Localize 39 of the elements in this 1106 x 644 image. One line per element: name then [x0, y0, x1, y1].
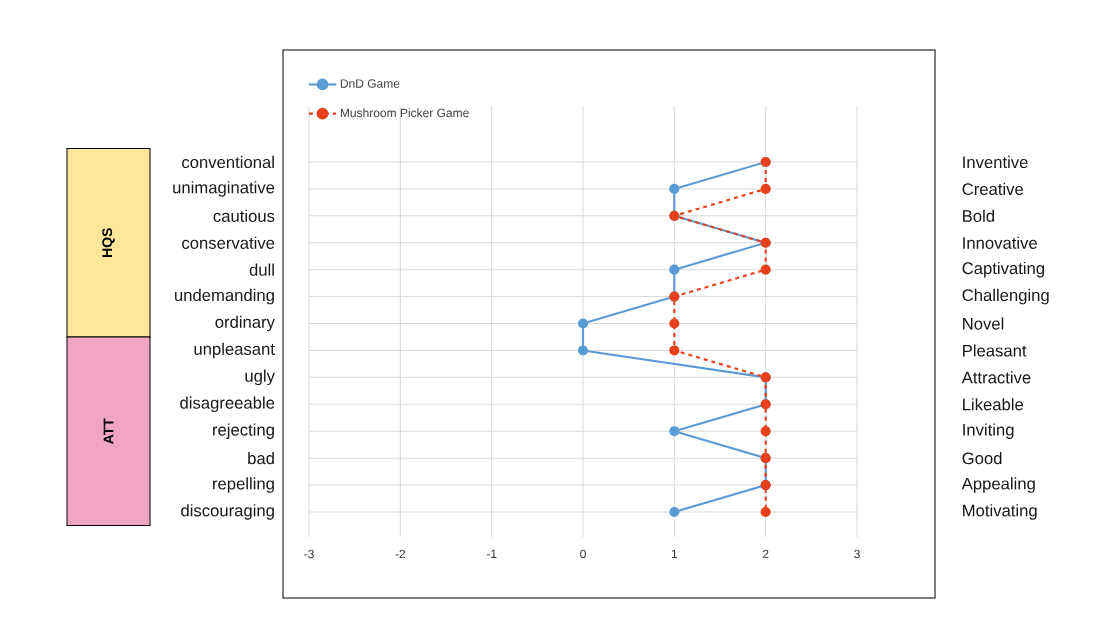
y-tick-label: conventional	[182, 155, 274, 169]
y2-tick-label: Appealing	[961, 477, 1035, 493]
y2-tick-label: Attractive	[961, 371, 1031, 384]
y2-tick-label: Captivating	[962, 261, 1045, 278]
text: ATT	[103, 418, 114, 444]
y-tick-label: rejecting	[213, 423, 274, 439]
y-tick-label: disagreeable	[180, 396, 275, 413]
y-tick-label: cautious	[213, 209, 275, 222]
y2-tick-label: Creative	[962, 182, 1024, 196]
y-tick-label: undemanding	[175, 288, 274, 305]
x-tick-label: 0	[580, 549, 586, 559]
y2-tick-label: Bold	[963, 209, 994, 222]
x-tick-label: 3	[854, 549, 860, 559]
y2-tick-label: Challenging	[962, 288, 1049, 305]
x-tick-label: 1	[671, 549, 678, 558]
y2-tick-label: Innovative	[963, 236, 1037, 249]
x-tick-label: -1	[486, 549, 497, 558]
y2-tick-label: Motivating	[963, 504, 1037, 520]
y2-tick-label: Good	[962, 452, 1002, 465]
y-tick-label: conservative	[182, 236, 275, 249]
x-tick-label: 2	[762, 549, 769, 559]
y2-tick-label: Likeable	[963, 398, 1024, 411]
y-tick-label: ugly	[245, 369, 275, 386]
y-tick-label: unpleasant	[194, 342, 275, 359]
y-tick-label: bad	[248, 452, 274, 465]
y2-tick-label: Inventive	[963, 155, 1028, 169]
y2-tick-label: Inviting	[963, 423, 1014, 439]
y2-tick-label: Pleasant	[963, 344, 1027, 357]
text: HQS	[102, 228, 115, 257]
legend-label: Mushroom Picker Game	[340, 108, 469, 118]
legend-label: DnD Game	[340, 79, 400, 88]
y-tick-label: repelling	[213, 477, 274, 493]
x-tick-label: -3	[304, 549, 314, 559]
x-tick-label: -2	[395, 549, 406, 559]
y-tick-label: unimaginative	[173, 181, 275, 197]
y-tick-label: dull	[249, 263, 274, 276]
y-tick-label: discouraging	[181, 504, 274, 520]
y2-tick-label: Novel	[963, 317, 1004, 330]
y-tick-label: ordinary	[215, 315, 275, 332]
